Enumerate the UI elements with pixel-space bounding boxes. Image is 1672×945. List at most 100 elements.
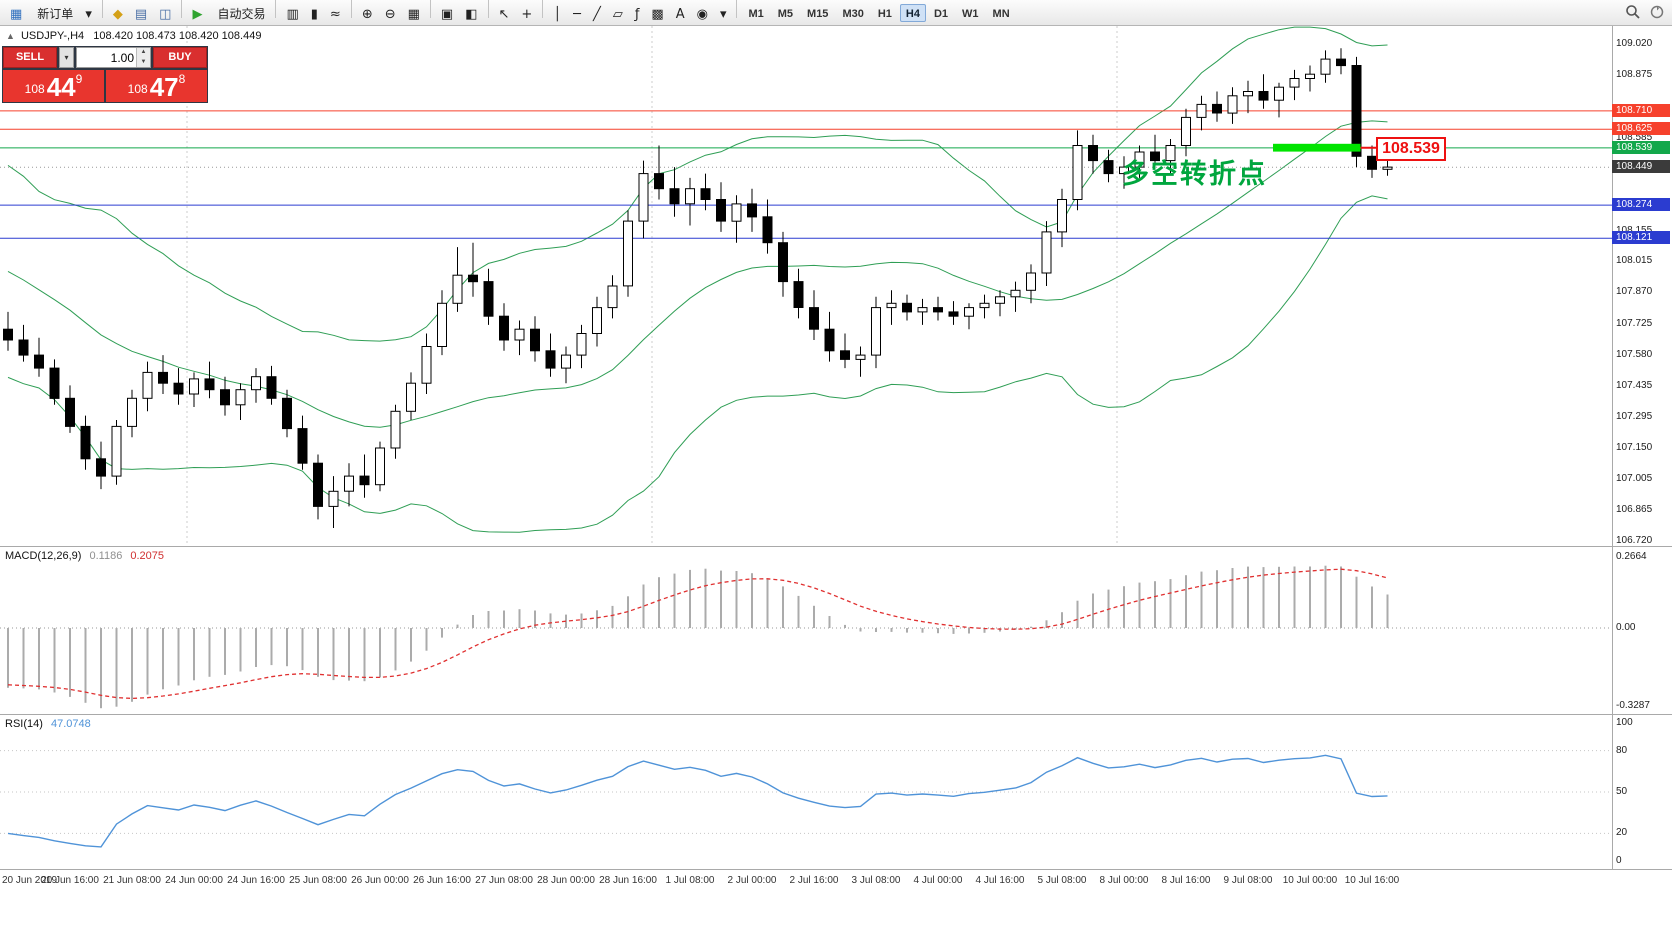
price-axis-tick: 107.150 (1616, 442, 1653, 454)
sell-price-big: 44 (46, 72, 76, 102)
new-order-button-button[interactable]: 新订单 (29, 4, 78, 24)
toolbar-separator (181, 0, 183, 18)
rsi-line (7, 754, 1388, 848)
time-axis-label: 24 Jun 16:00 (227, 875, 285, 886)
horizontal-line-icon-button[interactable]: ─ (568, 5, 586, 25)
bollinger-lower-band (7, 195, 1388, 533)
timeframe-m30[interactable]: M30 (836, 4, 869, 22)
zoom-out-icon: ⊖ (384, 7, 396, 22)
cursor-icon-button[interactable]: ↖ (494, 5, 515, 25)
panel-separator[interactable] (0, 714, 1672, 715)
autotrading-play-icon-button[interactable]: ▶ (187, 5, 207, 25)
bar-chart-icon-button[interactable]: ▥ (281, 5, 303, 25)
sell-price-display[interactable]: 108 44 9 (3, 70, 104, 102)
sell-button[interactable]: SELL (3, 47, 57, 68)
grid-icon: ▩ (651, 7, 664, 22)
timeframe-w1[interactable]: W1 (956, 4, 985, 22)
timeframe-h1[interactable]: H1 (872, 4, 898, 22)
tile-windows-icon: ▦ (407, 7, 420, 22)
navigator-icon-button[interactable]: ◫ (154, 5, 176, 25)
order-options-caret[interactable]: ▾ (59, 47, 74, 68)
turning-point-highlight-box[interactable] (1273, 143, 1361, 152)
price-axis-tick: 0.00 (1616, 622, 1636, 633)
channel-icon-button[interactable]: ▱ (608, 5, 628, 25)
volume-down-icon[interactable]: ▼ (137, 57, 150, 67)
candlestick-chart-icon-button[interactable]: ▮ (306, 5, 323, 25)
fibonacci-icon-button[interactable]: ƒ (630, 5, 645, 25)
time-axis-label: 20 Jun 16:00 (41, 875, 99, 886)
price-axis-badge: 108.539 (1612, 140, 1670, 154)
one-click-toggle-icon[interactable]: ▲ (6, 31, 15, 41)
bollinger-upper-band (7, 26, 1388, 342)
macd-signal-value: 0.2075 (130, 550, 165, 562)
price-axis-tick: -0.3287 (1616, 700, 1650, 711)
autotrading-button-button[interactable]: 自动交易 (209, 4, 270, 24)
price-callout-label[interactable]: 108.539 (1376, 137, 1446, 161)
time-axis-label: 8 Jul 16:00 (1161, 875, 1211, 886)
arrange-icon-button[interactable]: ▣ (436, 5, 458, 25)
rsi-name: RSI(14) (5, 718, 43, 730)
zoom-in-icon-button[interactable]: ⊕ (357, 5, 378, 25)
new-order-caret-icon: ▾ (85, 7, 92, 22)
zoom-in-icon: ⊕ (361, 7, 373, 22)
price-axis-badge: 108.121 (1612, 231, 1670, 245)
time-axis-label: 26 Jun 16:00 (413, 875, 471, 886)
crosshair-icon-button[interactable]: + (516, 5, 537, 25)
timeframe-m15[interactable]: M15 (801, 4, 834, 22)
price-axis-tick: 109.020 (1616, 37, 1653, 49)
vertical-line-icon-button[interactable]: │ (548, 5, 566, 25)
price-axis-border (1612, 26, 1613, 869)
time-axis-label: 27 Jun 08:00 (475, 875, 533, 886)
time-axis-label: 4 Jul 00:00 (913, 875, 963, 886)
zoom-out-icon-button[interactable]: ⊖ (380, 5, 401, 25)
main-price-panel[interactable] (0, 26, 1612, 551)
tile-windows-icon-button[interactable]: ▦ (403, 5, 425, 25)
timeframe-d1[interactable]: D1 (928, 4, 954, 22)
line-chart-icon-button[interactable]: ≈ (325, 5, 346, 25)
macd-panel[interactable] (0, 547, 1612, 719)
trendline-icon-button[interactable]: ╱ (588, 5, 606, 25)
buy-button[interactable]: BUY (153, 47, 207, 68)
price-axis-badge: 108.710 (1612, 103, 1670, 117)
macd-value: 0.1186 (89, 550, 123, 562)
text-label-icon-button[interactable]: A (671, 5, 690, 25)
objects-caret-icon-button[interactable]: ▾ (715, 5, 732, 25)
objects-caret-icon: ▾ (719, 7, 727, 22)
new-order-caret-icon-button[interactable]: ▾ (80, 5, 97, 25)
timeframe-h4[interactable]: H4 (899, 3, 926, 22)
timeframe-m5[interactable]: M5 (772, 4, 799, 22)
buy-price-display[interactable]: 108 47 8 (106, 70, 207, 102)
refresh-icon[interactable] (1648, 3, 1666, 21)
timeframe-m1[interactable]: M1 (742, 4, 769, 22)
macd-name: MACD(12,26,9) (5, 550, 82, 562)
turning-point-annotation[interactable]: 多空转折点 (1122, 159, 1267, 189)
chart-area[interactable]: ▲ USDJPY-,H4 108.420 108.473 108.420 108… (0, 26, 1672, 945)
panel-separator[interactable] (0, 546, 1672, 547)
time-axis-label: 4 Jul 16:00 (975, 875, 1025, 886)
search-icon[interactable] (1624, 3, 1642, 21)
data-window-icon: ▤ (134, 7, 148, 22)
market-watch-icon: ◆ (112, 7, 123, 22)
toolbar-items: ▦ 新订单 ▾ ◆ ▤ ◫ ▶ 自动交易 ▥ ▮ ≈ ⊕ ⊖ ▦ ▣ ◧ ↖ + │ ─ ╱ ▱ ƒ ▩ A ◉ ▾ (4, 0, 741, 25)
rsi-panel[interactable] (0, 715, 1612, 874)
rsi-value: 47.0748 (50, 718, 91, 730)
toolbar-separator (736, 0, 738, 18)
price-axis-tick: 106.865 (1616, 503, 1653, 515)
arrow-objects-icon-button[interactable]: ◉ (692, 5, 713, 25)
time-axis-label: 28 Jun 00:00 (537, 875, 595, 886)
market-watch-icon-button[interactable]: ◆ (108, 5, 128, 25)
chart-grid-icon-button[interactable]: ▦ (5, 5, 27, 25)
volume-input[interactable] (77, 48, 136, 67)
arrange-icon: ▣ (440, 7, 454, 22)
time-axis-label: 28 Jun 16:00 (599, 875, 657, 886)
bollinger-middle-band (7, 120, 1388, 428)
cascade-icon-button[interactable]: ◧ (460, 5, 482, 25)
timeframe-mn[interactable]: MN (987, 4, 1016, 22)
volume-up-icon[interactable]: ▲ (137, 48, 150, 58)
price-axis-tick: 80 (1616, 744, 1628, 756)
price-axis-tick: 108.875 (1616, 69, 1653, 81)
grid-icon-button[interactable]: ▩ (646, 5, 668, 25)
data-window-icon-button[interactable]: ▤ (130, 5, 152, 25)
price-axis-tick: 108.155 (1616, 225, 1652, 237)
price-axis-tick: 0.2664 (1616, 551, 1647, 563)
